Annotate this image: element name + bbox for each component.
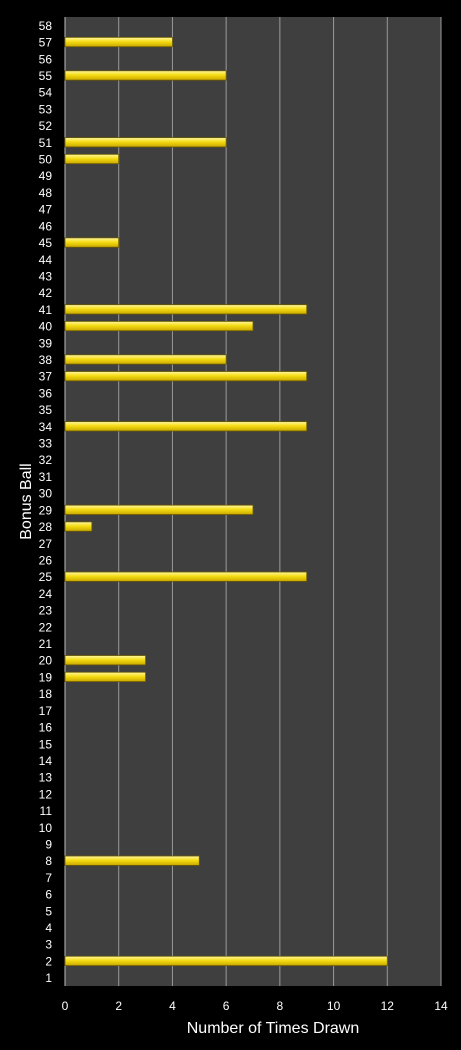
bar-57 [64, 36, 173, 48]
y-tick-label: 16 [39, 721, 53, 735]
x-tick-label: 12 [381, 999, 395, 1013]
y-tick-label: 51 [39, 136, 53, 150]
y-tick-label: 57 [39, 36, 53, 50]
y-tick-label: 20 [39, 654, 53, 668]
y-tick-label: 37 [39, 370, 53, 384]
x-tick-label: 2 [115, 999, 122, 1013]
y-tick-label: 4 [45, 921, 52, 935]
y-tick-label: 39 [39, 336, 53, 350]
y-tick-label: 6 [45, 888, 52, 902]
y-tick-label: 22 [39, 620, 53, 634]
y-tick-label: 48 [39, 186, 53, 200]
y-tick-label: 56 [39, 52, 53, 66]
x-tick-label: 10 [327, 999, 341, 1013]
bar-2 [64, 955, 388, 967]
y-tick-label: 44 [39, 253, 53, 267]
x-axis-title: Number of Times Drawn [187, 1020, 360, 1037]
y-tick-label: 34 [39, 420, 53, 434]
y-tick-label: 53 [39, 102, 53, 116]
y-tick-label: 42 [39, 286, 53, 300]
bar-50 [64, 153, 120, 165]
y-tick-label: 27 [39, 537, 53, 551]
bar-37 [64, 371, 308, 382]
bar-28 [64, 521, 93, 532]
x-tick-label: 0 [62, 999, 69, 1013]
y-tick-label: 23 [39, 604, 53, 618]
y-tick-label: 7 [45, 871, 52, 885]
bar-25 [64, 571, 308, 582]
x-tick-labels: 0 2 4 6 8 10 12 14 [62, 999, 448, 1013]
gridlines [64, 17, 442, 986]
bar-55 [64, 70, 227, 81]
y-tick-label: 47 [39, 203, 53, 217]
y-tick-label: 25 [39, 570, 53, 584]
y-tick-label: 49 [39, 169, 53, 183]
y-tick-label: 38 [39, 353, 53, 367]
bar-19 [64, 671, 146, 683]
y-tick-label: 14 [39, 754, 53, 768]
y-tick-label: 18 [39, 687, 53, 701]
y-tick-label: 28 [39, 520, 53, 534]
y-tick-label: 29 [39, 503, 53, 517]
y-tick-labels: 1234567891011121314151617181920212223242… [39, 19, 53, 985]
y-tick-label: 40 [39, 320, 53, 334]
y-tick-label: 41 [39, 303, 53, 317]
bar-34 [64, 421, 308, 432]
y-tick-label: 10 [39, 821, 53, 835]
bar-40 [64, 320, 254, 332]
y-tick-label: 19 [39, 670, 53, 684]
y-tick-label: 43 [39, 269, 53, 283]
bar-41 [64, 304, 308, 315]
y-tick-label: 1 [45, 971, 52, 985]
bar-51 [64, 137, 227, 148]
bar-20 [64, 655, 146, 666]
y-tick-label: 36 [39, 386, 53, 400]
x-tick-label: 8 [277, 999, 284, 1013]
y-tick-label: 52 [39, 119, 53, 133]
y-tick-label: 58 [39, 19, 53, 33]
y-tick-label: 13 [39, 771, 53, 785]
y-tick-label: 31 [39, 470, 53, 484]
y-tick-label: 17 [39, 704, 53, 718]
y-tick-label: 54 [39, 86, 53, 100]
y-tick-label: 35 [39, 403, 53, 417]
y-tick-label: 30 [39, 487, 53, 501]
y-tick-label: 9 [45, 837, 52, 851]
x-tick-label: 4 [169, 999, 176, 1013]
bar-8 [64, 855, 200, 866]
y-tick-label: 21 [39, 637, 53, 651]
y-tick-label: 24 [39, 587, 53, 601]
y-tick-label: 55 [39, 69, 53, 83]
x-tick-label: 6 [223, 999, 230, 1013]
y-axis-title: Bonus Ball [18, 463, 35, 540]
y-tick-label: 46 [39, 219, 53, 233]
y-tick-label: 12 [39, 787, 53, 801]
y-tick-label: 8 [45, 854, 52, 868]
x-tick-label: 14 [434, 999, 448, 1013]
y-tick-label: 3 [45, 938, 52, 952]
y-tick-label: 11 [40, 804, 53, 818]
y-tick-label: 2 [45, 954, 52, 968]
y-tick-label: 5 [45, 904, 52, 918]
bar-45 [64, 237, 120, 248]
y-tick-label: 15 [39, 737, 53, 751]
bars [64, 36, 388, 967]
y-tick-label: 33 [39, 437, 53, 451]
bar-29 [64, 504, 254, 515]
y-tick-label: 50 [39, 153, 53, 167]
y-tick-label: 45 [39, 236, 53, 250]
plot-area [65, 17, 441, 986]
y-tick-label: 32 [39, 453, 53, 467]
bar-38 [64, 354, 227, 365]
y-tick-label: 26 [39, 553, 53, 567]
